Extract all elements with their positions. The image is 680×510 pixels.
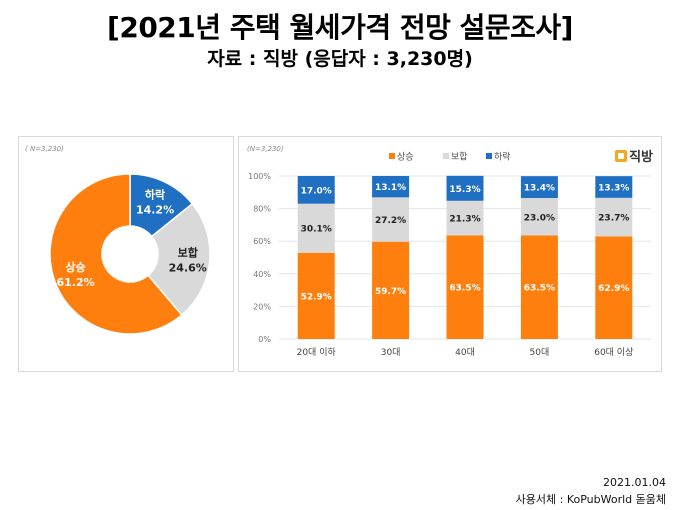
bar-segment <box>446 175 484 201</box>
brand-logo: 직방 <box>615 146 653 165</box>
bar-value-label: 63.5% <box>524 284 555 294</box>
bar-value-label: 21.3% <box>449 215 480 225</box>
legend-swatch-2 <box>486 153 492 159</box>
bar-segment <box>520 235 558 339</box>
page-title: [2021년 주택 월세가격 전망 설문조사] <box>107 11 573 44</box>
bar-segment <box>372 197 410 242</box>
pie-slice-value: 24.6% <box>169 261 207 274</box>
bar-segment <box>297 203 335 253</box>
bar-segment <box>520 198 558 236</box>
x-tick-label: 50대 <box>530 347 550 358</box>
bar-value-label: 59.7% <box>375 287 406 297</box>
bar-value-label: 17.0% <box>301 186 332 196</box>
legend-label-1: 보합 <box>451 152 468 163</box>
bar-segment <box>297 252 335 339</box>
pie-slice-2 <box>49 173 183 335</box>
pie-slice-value: 61.2% <box>56 276 94 289</box>
bar-chart-panel: (N=3,230) 직방 상승 보합 하락 0% 20% 40% 60% 80% 100% 52.… <box>238 136 662 372</box>
bar-segment <box>297 176 335 204</box>
y-tick-label: 20% <box>253 302 271 311</box>
bar-value-label: 13.1% <box>375 183 406 193</box>
bar-sample-note: (N=3,230) <box>247 145 284 153</box>
bar-segment <box>595 236 633 339</box>
legend-swatch-0 <box>389 153 395 159</box>
bar-value-label: 30.1% <box>301 225 332 235</box>
pie-sample-note: ( N=3,230) <box>25 145 64 153</box>
bar-value-label: 23.7% <box>598 214 629 224</box>
legend-label-2: 하락 <box>494 151 511 163</box>
y-tick-label: 100% <box>248 172 271 181</box>
legend-swatch-1 <box>443 153 449 159</box>
bar-segment <box>372 176 410 198</box>
x-tick-label: 20대 이하 <box>297 347 337 358</box>
bar-segment <box>372 241 410 339</box>
pie-slice-label: 상승 <box>65 260 85 274</box>
pie-chart-panel: ( N=3,230) 하락 14.2% 보합 24.6% 상승 61.2% <box>18 136 234 372</box>
pie-slice-1 <box>147 202 211 317</box>
page-subtitle: 자료 : 직방 (응답자 : 3,230명) <box>207 48 473 70</box>
font-credit: 사용서체 : KoPubWorld 돋움체 <box>515 493 666 506</box>
pie-chart: 하락 14.2% 보합 24.6% 상승 61.2% <box>49 173 211 335</box>
bar-value-label: 27.2% <box>375 216 406 226</box>
brand-logo-label: 직방 <box>629 150 653 165</box>
bar-value-label: 13.4% <box>524 184 555 194</box>
bar-value-label: 23.0% <box>524 213 555 223</box>
x-tick-label: 40대 <box>455 347 475 358</box>
y-tick-label: 0% <box>258 335 271 344</box>
house-icon <box>615 149 628 162</box>
y-tick-label: 80% <box>253 205 271 214</box>
bar-value-label: 15.3% <box>449 185 480 195</box>
legend-label-0: 상승 <box>397 152 414 163</box>
bar-value-label: 13.3% <box>598 184 629 194</box>
bar-segment <box>595 176 633 198</box>
pie-slice-label: 보합 <box>178 245 198 259</box>
bar-segment <box>595 197 633 237</box>
bar-value-label: 62.9% <box>598 284 629 294</box>
bar-segment <box>446 235 484 339</box>
y-tick-label: 40% <box>253 270 271 279</box>
y-tick-label: 60% <box>253 237 271 246</box>
x-tick-label: 30대 <box>381 347 401 358</box>
x-tick-label: 60대 이상 <box>594 347 633 358</box>
publish-date: 2021.01.04 <box>603 476 666 489</box>
pie-slice-value: 14.2% <box>136 204 174 217</box>
pie-slice-label: 하락 <box>145 188 165 202</box>
bar-segment <box>446 200 484 236</box>
bar-value-label: 52.9% <box>301 292 332 302</box>
stacked-bar-chart: 상승 보합 하락 0% 20% 40% 60% 80% 100% 52.9% 30.1% 17.0% 2… <box>248 151 651 358</box>
bar-segment <box>520 176 558 199</box>
bar-value-label: 63.5% <box>449 284 480 294</box>
